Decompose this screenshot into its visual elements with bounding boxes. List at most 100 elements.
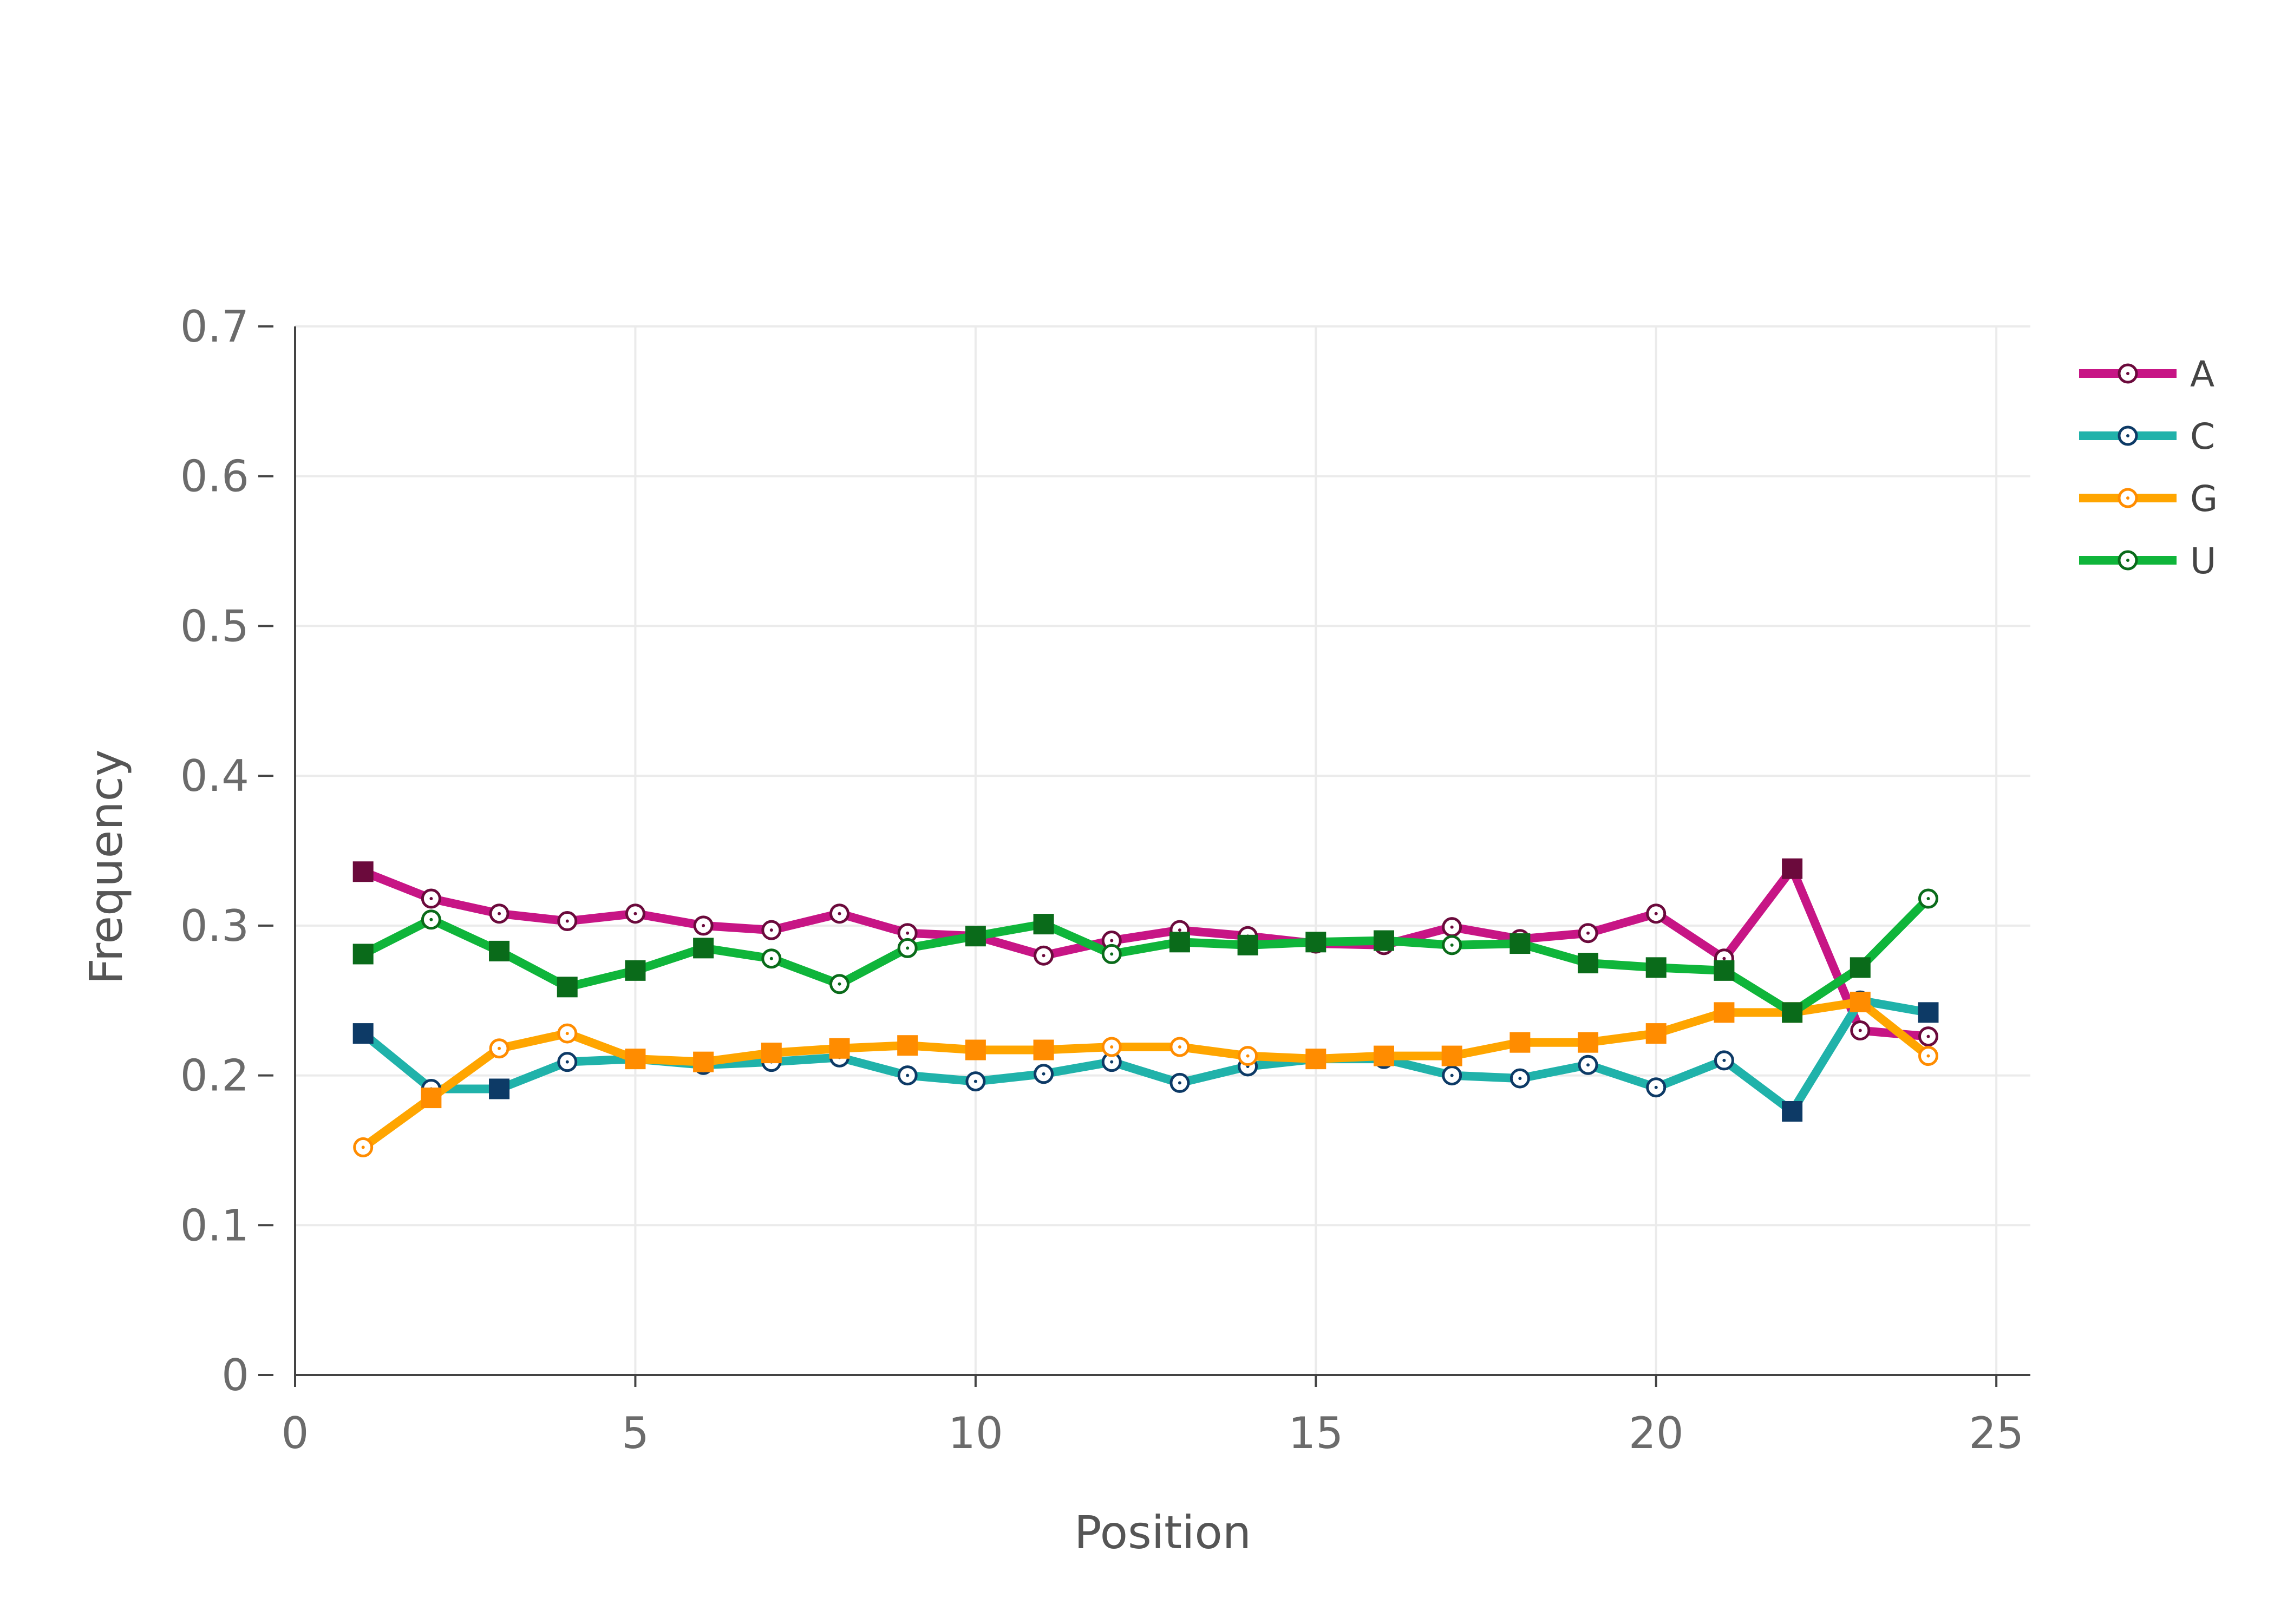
series-u-point — [1645, 957, 1667, 978]
legend-item-g[interactable]: G — [2079, 478, 2218, 520]
series-u-line — [358, 894, 1933, 1017]
series-g-point — [829, 1038, 850, 1059]
series-u-point — [489, 940, 510, 961]
series-c-point-dot — [1042, 1072, 1045, 1076]
series-a-point-dot — [1110, 939, 1114, 942]
series-g-point — [693, 1051, 714, 1072]
series-c-point — [1782, 1101, 1803, 1122]
y-tick-label: 0.2 — [180, 1051, 249, 1101]
series-u-point — [1714, 960, 1735, 981]
series-u-point — [1033, 914, 1054, 935]
legend-item-c[interactable]: C — [2079, 416, 2215, 457]
series-a-point-dot — [429, 897, 433, 901]
series-a-point-dot — [769, 928, 773, 932]
series-u-point — [352, 944, 374, 965]
series-g-point — [1033, 1039, 1054, 1060]
series-a-point — [352, 861, 374, 882]
series-g-point — [1373, 1045, 1394, 1066]
series-c-line — [358, 996, 1933, 1116]
legend-item-a[interactable]: A — [2079, 353, 2214, 395]
legend-u-label: U — [2190, 540, 2216, 582]
series-a-point — [1782, 858, 1803, 879]
series-g-point — [965, 1039, 986, 1060]
series-a-point-dot — [1450, 925, 1454, 929]
series-c-point — [352, 1023, 374, 1044]
series-g-point-dot — [565, 1032, 569, 1036]
series-u-point — [965, 926, 986, 947]
series-u-point — [1782, 1002, 1803, 1023]
y-tick-label: 0.1 — [180, 1200, 249, 1250]
series-c-point-dot — [1586, 1063, 1590, 1067]
series-g-point-dot — [1178, 1045, 1181, 1049]
series-g-point-dot — [361, 1145, 365, 1149]
series-g-point-dot — [498, 1046, 501, 1050]
x-tick-label: 10 — [948, 1408, 1003, 1458]
series-g-point — [1645, 1023, 1667, 1044]
series-a-point-dot — [1586, 931, 1590, 935]
series-a-point-dot — [838, 912, 841, 915]
series-g-point-dot — [1110, 1045, 1114, 1049]
y-tick-label: 0.4 — [180, 751, 249, 801]
series-a-point-dot — [1722, 957, 1726, 960]
series-a-point-dot — [1858, 1029, 1862, 1032]
legend-g-marker-dot — [2126, 496, 2129, 500]
series-u-point — [625, 960, 646, 981]
series-u-point — [1850, 957, 1871, 978]
series-u-point-dot — [769, 957, 773, 960]
series-group — [358, 864, 1933, 1152]
legend-item-u[interactable]: U — [2079, 540, 2216, 582]
series-c-point-dot — [1654, 1085, 1658, 1089]
series-u-point-dot — [1110, 952, 1114, 956]
series-u-point-dot — [1450, 943, 1454, 947]
series-g-point-dot — [1926, 1054, 1930, 1058]
y-tick-label: 0.5 — [180, 601, 249, 651]
series-g-point — [761, 1043, 782, 1064]
series-u-point — [1237, 934, 1258, 955]
series-g-point — [625, 1049, 646, 1070]
legend-u-marker-dot — [2126, 559, 2129, 562]
markers-group — [352, 858, 1939, 1157]
series-c-point-dot — [973, 1079, 977, 1083]
series-c-point-dot — [1110, 1060, 1114, 1064]
series-u-point — [1578, 953, 1599, 974]
series-u-point — [1305, 932, 1327, 953]
series-g-point — [421, 1088, 442, 1109]
series-c-point-dot — [1518, 1077, 1522, 1081]
legend-a-label: A — [2190, 353, 2214, 395]
series-a-point-dot — [633, 912, 637, 915]
series-a-point-dot — [702, 924, 705, 927]
y-tick-label: 0.6 — [180, 451, 249, 502]
series-u-point-dot — [1926, 897, 1930, 901]
x-axis-title: Position — [1074, 1506, 1251, 1559]
series-g-point — [1441, 1045, 1462, 1066]
series-a-point-dot — [1926, 1034, 1930, 1038]
series-g-point — [897, 1035, 918, 1056]
series-a-point-dot — [1654, 912, 1658, 915]
grid-lines — [295, 325, 2030, 1375]
series-c-point-dot — [565, 1060, 569, 1064]
legend-a-marker-dot — [2126, 372, 2129, 375]
series-c-point-dot — [1722, 1058, 1726, 1062]
x-tick-label: 25 — [1969, 1408, 2024, 1458]
y-tick-label: 0.3 — [180, 901, 249, 951]
series-c-point — [1918, 1002, 1939, 1023]
legend-c-marker-dot — [2126, 434, 2129, 437]
series-g-point — [1305, 1049, 1327, 1070]
series-c-point — [489, 1078, 510, 1099]
x-tick-label: 20 — [1629, 1408, 1684, 1458]
series-u-point — [1510, 933, 1531, 954]
legend-c-label: C — [2190, 416, 2215, 457]
y-tick-label: 0 — [221, 1350, 249, 1400]
series-a-point-dot — [565, 919, 569, 923]
series-c-point-dot — [1450, 1073, 1454, 1077]
series-a-point-dot — [906, 931, 910, 935]
series-a-point-dot — [498, 912, 501, 915]
series-u-point — [557, 977, 578, 998]
y-axis-title: Frequency — [80, 750, 133, 985]
x-tick-label: 0 — [282, 1408, 309, 1458]
series-u-point — [1373, 930, 1394, 951]
series-c-point-dot — [1178, 1081, 1181, 1085]
